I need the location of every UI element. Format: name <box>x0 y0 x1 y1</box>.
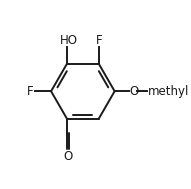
Text: F: F <box>27 85 34 98</box>
Text: methyl: methyl <box>148 85 189 98</box>
Text: F: F <box>96 34 103 47</box>
Text: O: O <box>63 150 73 163</box>
Text: O: O <box>130 85 139 98</box>
Text: HO: HO <box>60 34 78 47</box>
